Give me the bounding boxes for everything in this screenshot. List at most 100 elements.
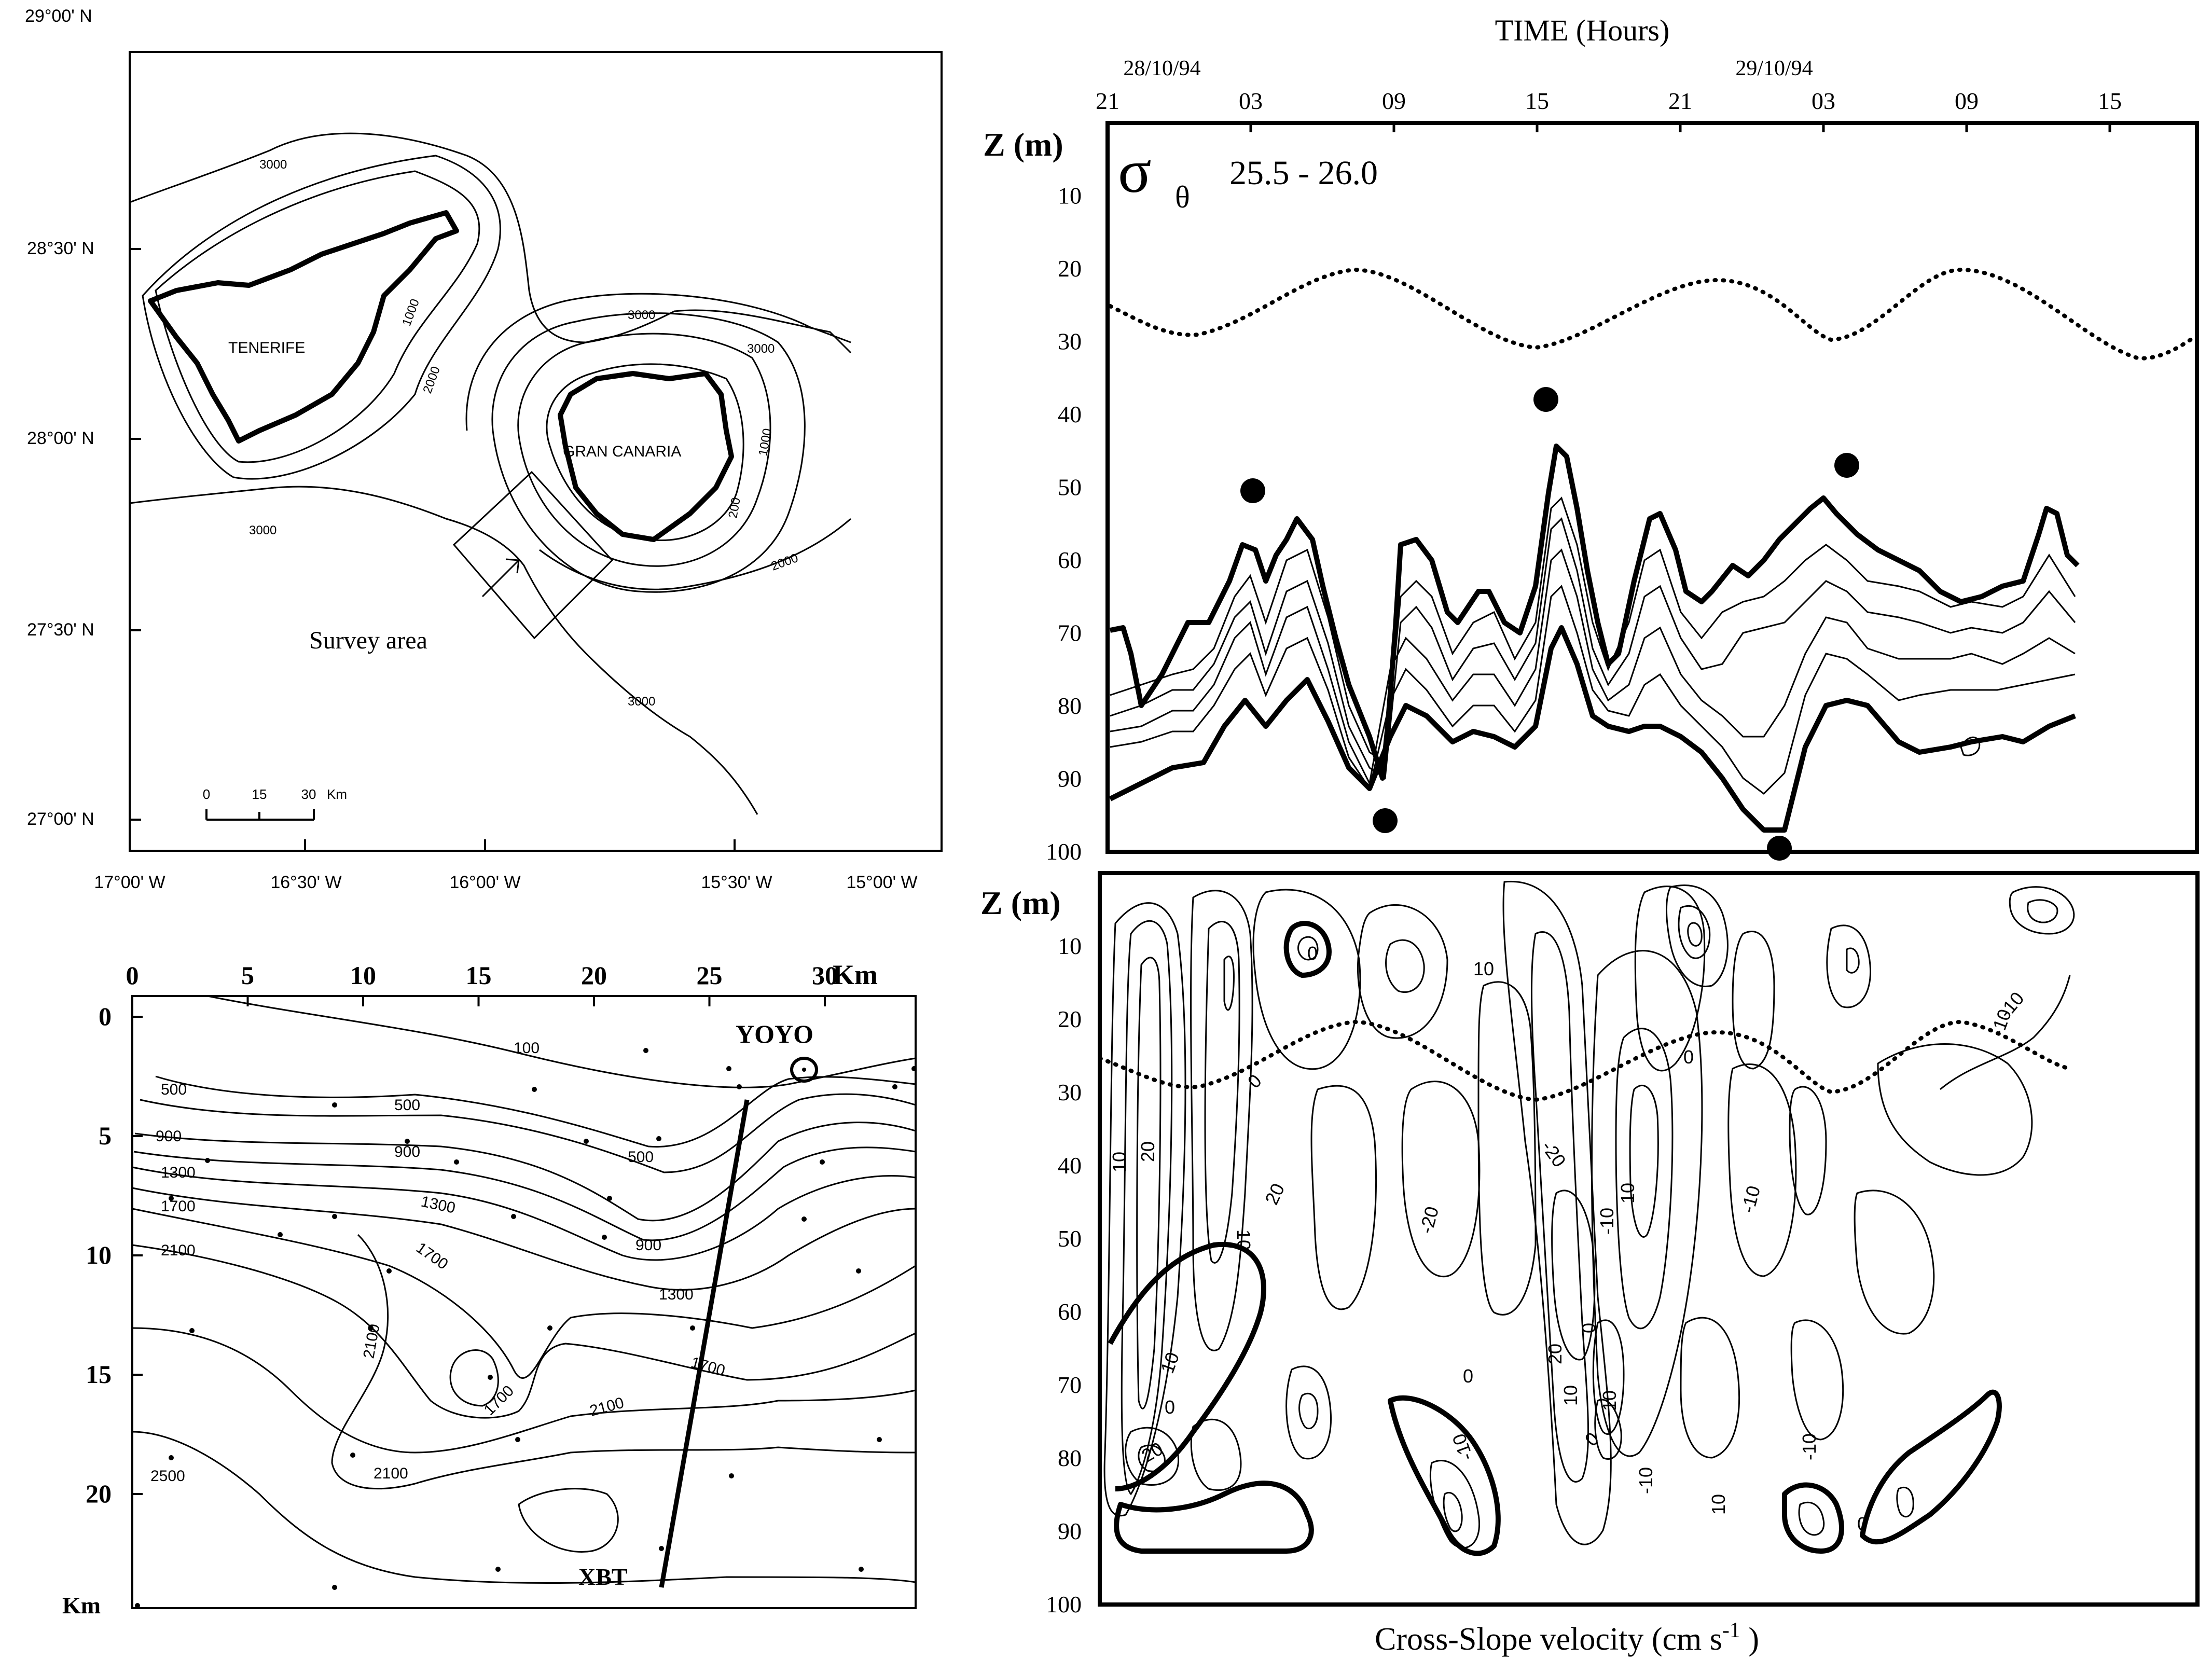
y-unit-label: Km bbox=[62, 1592, 101, 1619]
survey-bathymetry-map: 0 5 10 15 20 25 30 Km Km 100 500 500 900 500 9… bbox=[62, 959, 917, 1619]
velocity-contour bbox=[1594, 1399, 1622, 1460]
velocity-contour bbox=[1190, 890, 1253, 1351]
time-tick-label: 09 bbox=[1955, 88, 1979, 114]
contour-label: 3000 bbox=[628, 308, 655, 322]
sigma-theta-panel: TIME (Hours) 28/10/94 29/10/94 21 03 09 15 2… bbox=[983, 13, 2199, 865]
contour-2100b bbox=[331, 1234, 916, 1490]
depth-tick-label: 60 bbox=[1058, 547, 1082, 573]
velocity-contour bbox=[1385, 939, 1425, 993]
contour-value: 0 bbox=[1463, 1365, 1473, 1387]
depth-tick-label: 30 bbox=[1058, 1079, 1082, 1105]
time-tick-label: 15 bbox=[2098, 88, 2122, 114]
contour-label: 2100 bbox=[374, 1465, 408, 1482]
velocity-caption-sup: -1 bbox=[1722, 1619, 1740, 1642]
contour-value: 0 bbox=[1578, 1323, 1599, 1333]
sigma-range-label: 25.5 - 26.0 bbox=[1229, 154, 1378, 192]
velocity-contour bbox=[1798, 1501, 1825, 1536]
z-axis-title: Z (m) bbox=[983, 126, 1063, 163]
yoyo-label: YOYO bbox=[736, 1019, 813, 1048]
contour-value: -10 bbox=[1448, 1431, 1477, 1463]
extrema-markers bbox=[1240, 387, 1859, 861]
x-unit-label: Km bbox=[833, 959, 878, 990]
contour-label: 1700 bbox=[413, 1239, 451, 1273]
contour-label: 2000 bbox=[769, 551, 800, 574]
scale-bar bbox=[205, 809, 315, 821]
time-tick-label: 03 bbox=[1239, 88, 1263, 114]
depth-tick-label: 20 bbox=[1058, 1006, 1082, 1032]
velocity-caption: Cross-Slope velocity (cm s-1 ) bbox=[1375, 1619, 1759, 1657]
survey-y-tick-label: 20 bbox=[86, 1479, 112, 1508]
contour-label: 500 bbox=[161, 1081, 187, 1098]
yoyo-station-marker bbox=[790, 1057, 818, 1083]
contour-label: 2500 bbox=[150, 1468, 185, 1485]
survey-area-box bbox=[452, 471, 614, 640]
velocity-contour bbox=[1190, 1418, 1242, 1491]
survey-x-tick-label: 10 bbox=[350, 961, 376, 990]
sigma-panel-frame bbox=[1105, 121, 2199, 854]
isopycnal-25.8 bbox=[1110, 548, 2076, 786]
contour-1300b bbox=[132, 1187, 916, 1291]
depth-tick-label: 100 bbox=[1046, 1591, 1082, 1617]
contour-value: -10 bbox=[1596, 1208, 1617, 1235]
depth-tick-label: 90 bbox=[1058, 766, 1082, 792]
velocity-contour bbox=[1204, 921, 1240, 1264]
contour-label: 500 bbox=[394, 1097, 420, 1114]
contour-label: 1000 bbox=[399, 297, 422, 328]
contour-label: 1000 bbox=[756, 427, 775, 457]
depth-tick-label: 30 bbox=[1058, 328, 1082, 355]
depth-tick-label: 50 bbox=[1058, 1225, 1082, 1252]
contour-label: 1700 bbox=[161, 1198, 196, 1215]
lat-label: 27°00' N bbox=[27, 809, 94, 829]
tenerife-coastline bbox=[148, 210, 459, 444]
scale-unit: Km bbox=[327, 786, 347, 802]
contour-value: -10 bbox=[1799, 1433, 1820, 1460]
depth-tick-label: 60 bbox=[1058, 1298, 1082, 1325]
survey-x-tick-label: 30 bbox=[812, 961, 838, 990]
depth-tick-label: 80 bbox=[1058, 693, 1082, 719]
velocity-contour-zero bbox=[1283, 921, 1332, 978]
sigma-subscript: θ bbox=[1175, 180, 1190, 214]
velocity-contour bbox=[1687, 922, 1703, 947]
velocity-contour bbox=[1732, 931, 1775, 1070]
island-label-tenerife: TENERIFE bbox=[228, 339, 305, 356]
xbt-label: XBT bbox=[578, 1564, 628, 1590]
contour-value: 10 bbox=[1473, 958, 1494, 979]
velocity-contour bbox=[1429, 1460, 1480, 1549]
scale-tick: 15 bbox=[252, 786, 267, 802]
velocity-contour-zero bbox=[1108, 1241, 1266, 1491]
contour-1700b bbox=[132, 1244, 916, 1419]
survey-frame bbox=[131, 995, 917, 1609]
contour-1700a bbox=[132, 1208, 916, 1379]
contour-label: 2100 bbox=[161, 1242, 196, 1259]
contour-label: 2000 bbox=[420, 365, 443, 395]
velocity-contour bbox=[1680, 1317, 1740, 1459]
velocity-contour bbox=[1138, 1444, 1166, 1472]
depth-tick-label: 10 bbox=[1058, 933, 1082, 959]
contour-tenerife-3000 bbox=[129, 132, 852, 354]
survey-x-tick-label: 5 bbox=[241, 961, 254, 990]
velocity-contour-zero bbox=[1860, 1389, 2002, 1545]
contour-2100-loop bbox=[518, 1488, 619, 1553]
velocity-caption-text: Cross-Slope velocity (cm s bbox=[1375, 1622, 1722, 1657]
contour-value: -10 bbox=[1737, 1183, 1764, 1215]
contour-100 bbox=[207, 995, 916, 1088]
survey-y-tick-label: 5 bbox=[99, 1121, 112, 1150]
depth-tick-label: 40 bbox=[1058, 401, 1082, 427]
contour-label: 3000 bbox=[628, 695, 655, 709]
contour-value: 10 bbox=[1233, 1229, 1254, 1250]
isopycnal-25.7 bbox=[1110, 517, 2076, 780]
velocity-contour bbox=[1551, 1190, 1596, 1361]
velocity-panel-frame bbox=[1098, 871, 2200, 1607]
lat-label: 29°00' N bbox=[25, 6, 92, 26]
velocity-contour bbox=[1103, 902, 1186, 1517]
contour-label: 3000 bbox=[747, 342, 775, 356]
contour-label: 1300 bbox=[420, 1193, 457, 1217]
velocity-contour bbox=[1846, 947, 1860, 974]
contour-value: 20 bbox=[1137, 1141, 1158, 1162]
depth-tick-label: 50 bbox=[1058, 474, 1082, 501]
contour-value: 0 bbox=[1581, 1428, 1603, 1450]
velocity-contour bbox=[1223, 956, 1235, 1011]
contour-label: 200 bbox=[726, 496, 743, 519]
